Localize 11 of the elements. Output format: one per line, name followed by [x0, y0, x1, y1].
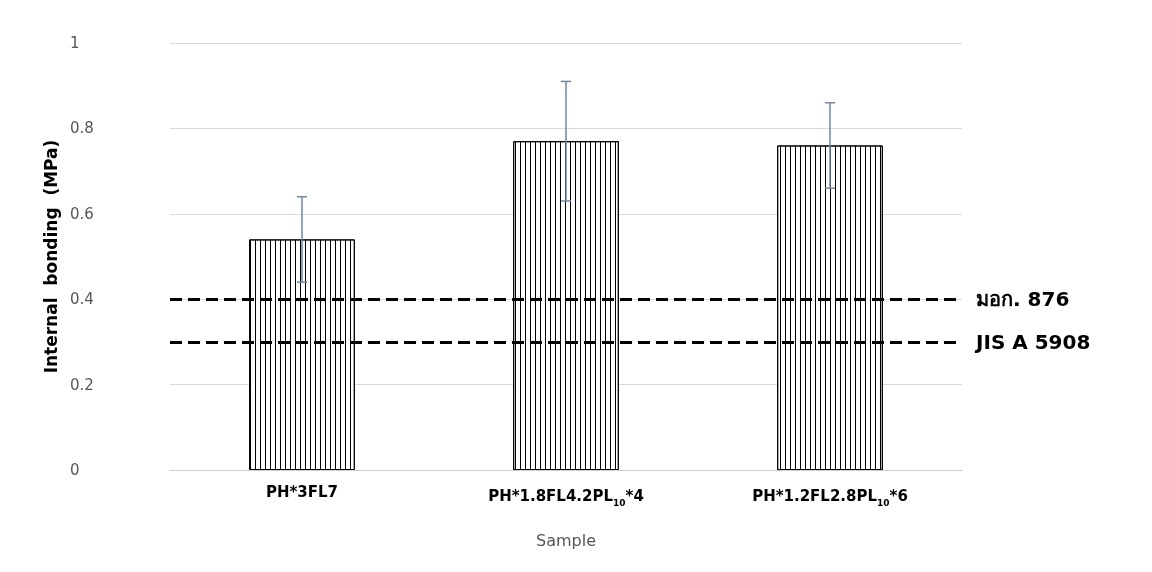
y-tick-label: 1 [70, 34, 80, 52]
y-tick-label: 0.4 [70, 290, 94, 309]
ref-line-label: มอก. 876 [976, 287, 1070, 312]
y-tick-label: 0.2 [70, 375, 94, 394]
x-tick-label: PH*3FL7 [265, 482, 339, 501]
y-tick-label: 0.8 [70, 119, 94, 138]
y-tick-label: 0 [70, 461, 80, 479]
x-axis-title: Sample [536, 530, 596, 550]
y-axis-title: Internal bonding (MPa) [40, 139, 61, 374]
ref-line-label: JIS A 5908 [974, 329, 1091, 354]
y-tick-label: 0.6 [70, 204, 94, 223]
